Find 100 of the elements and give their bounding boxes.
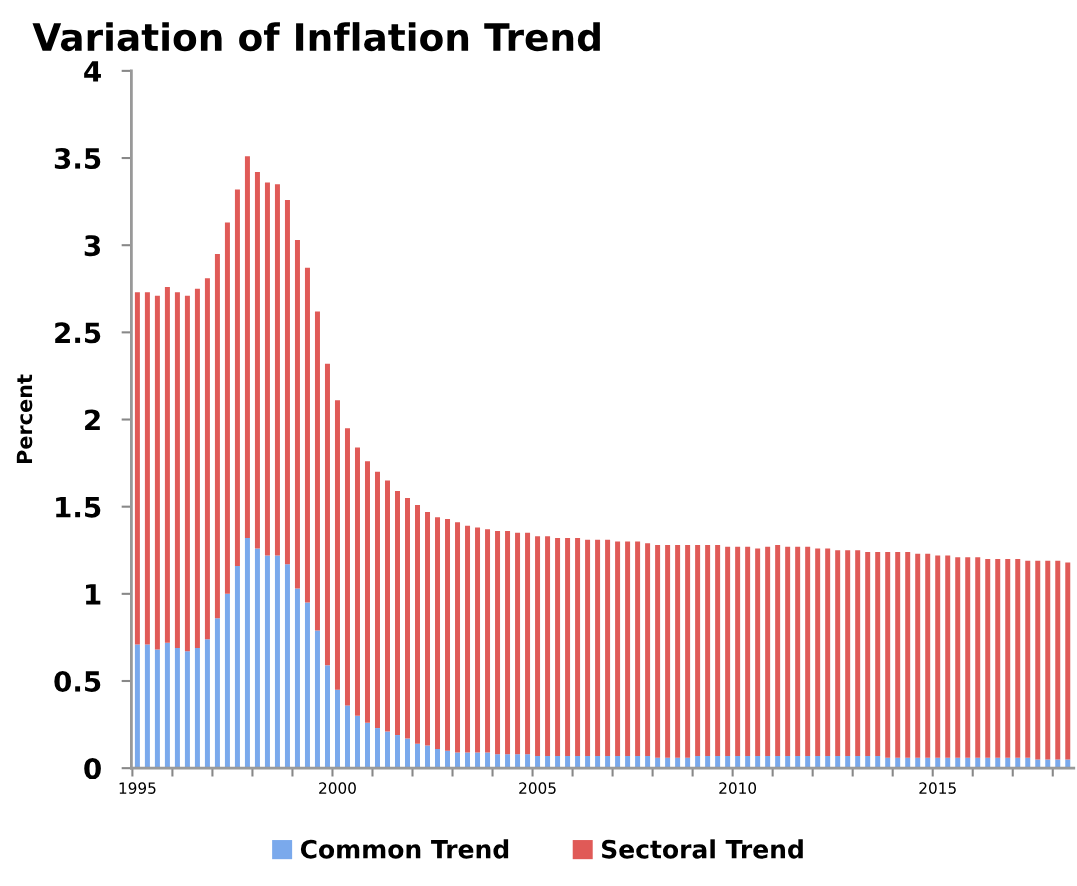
bar (905, 552, 911, 758)
bar (435, 748, 441, 769)
bar (815, 755, 821, 769)
y-tick-label: 3 (84, 235, 101, 257)
bar (314, 311, 320, 631)
y-tick-label: 4 (84, 61, 101, 82)
y-tick-label: 2.5 (55, 322, 101, 344)
bar (505, 531, 511, 755)
bar (204, 278, 210, 640)
bar (465, 525, 471, 753)
bar (855, 550, 861, 756)
bar (835, 550, 841, 756)
bar (945, 555, 951, 758)
bar (164, 287, 170, 643)
bar (605, 755, 611, 769)
bar (1015, 558, 1021, 758)
bar (264, 555, 270, 769)
bar (384, 480, 390, 732)
y-tick-label: 0.5 (54, 670, 101, 692)
bar (384, 731, 390, 769)
bar (395, 735, 400, 769)
bar (655, 545, 661, 758)
x-tick-label: 2015 (919, 782, 956, 794)
bar (725, 546, 731, 756)
bar (174, 292, 180, 648)
bar (455, 522, 461, 753)
bar (795, 546, 801, 756)
bar (635, 541, 641, 756)
x-tick-label: 2000 (319, 782, 356, 794)
y-axis-title: Percent (16, 374, 33, 464)
bar (735, 755, 741, 769)
bar (645, 755, 651, 769)
bar (224, 593, 230, 769)
bar (935, 555, 941, 758)
bar (685, 545, 691, 758)
bar (1035, 560, 1041, 760)
bar (284, 564, 290, 769)
y-tick-label: 1.5 (56, 496, 101, 518)
bar (154, 295, 160, 650)
bar (515, 532, 521, 755)
bar (244, 538, 250, 769)
bar (475, 527, 481, 753)
bar (765, 546, 771, 756)
bar (645, 543, 651, 756)
bar (895, 552, 901, 758)
bar (254, 171, 260, 549)
bar (495, 531, 501, 755)
bar (465, 752, 471, 769)
bar (224, 222, 230, 594)
bar (525, 754, 531, 769)
bar (475, 752, 481, 769)
bar (885, 552, 891, 758)
bar (535, 755, 541, 769)
bar (785, 546, 791, 756)
bar (374, 728, 380, 769)
bar (354, 715, 360, 769)
bar (875, 755, 881, 769)
bar (425, 511, 431, 746)
bar (805, 755, 811, 769)
bar (715, 755, 721, 769)
bar (344, 428, 350, 706)
bar (745, 546, 751, 756)
bar (665, 545, 671, 758)
bar (1025, 560, 1031, 758)
bar (344, 705, 350, 769)
bar (775, 545, 781, 756)
bar (705, 545, 711, 756)
y-tick-label: 2 (85, 409, 100, 431)
bar (244, 156, 250, 539)
bar (174, 647, 180, 769)
bar (605, 539, 611, 756)
bar (555, 538, 561, 756)
bar (455, 752, 461, 769)
bar (975, 557, 981, 758)
bar (374, 471, 380, 729)
bar (214, 253, 220, 619)
bar (445, 518, 451, 751)
bar (575, 755, 581, 769)
bar (234, 189, 240, 566)
bar (294, 239, 300, 589)
bar (575, 538, 581, 756)
bar (775, 755, 781, 769)
bar (535, 536, 541, 756)
bar (364, 722, 370, 769)
bar (334, 689, 340, 769)
y-tick-label: 3.5 (54, 147, 101, 169)
bar (1045, 560, 1051, 760)
bar (425, 745, 431, 769)
bar (154, 649, 160, 769)
y-tick-label: 1 (86, 584, 101, 605)
bar (515, 754, 521, 769)
bar (615, 541, 621, 756)
bar (184, 295, 190, 652)
bar (194, 647, 200, 769)
bar (354, 447, 360, 716)
x-tick-label: 2010 (719, 782, 757, 794)
bar (1045, 759, 1051, 769)
bar (785, 755, 791, 769)
bar (254, 548, 260, 769)
bar (184, 651, 190, 769)
